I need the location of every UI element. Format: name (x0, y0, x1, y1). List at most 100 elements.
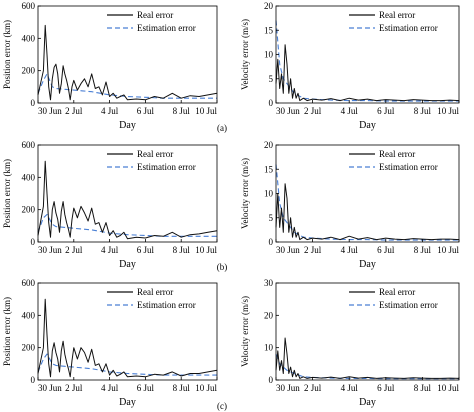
x-tick-label: 10 Jul (437, 383, 459, 393)
y-tick-label: 200 (22, 66, 36, 76)
plot-frame (37, 282, 218, 381)
y-tick-label: 600 (22, 1, 36, 11)
y-tick-label: 0 (31, 237, 36, 247)
y-tick-label: 30 (264, 278, 274, 288)
chart-a-velocity: 0 5 10 15 20 30 Jun 2 Jul 4 Jul 6 Jul 8 Jul 10 Jul… (240, 1, 459, 131)
x-tick-label: 8 Jul (414, 245, 432, 255)
y-tick-label: 20 (264, 310, 274, 320)
panel-tag-b: (b) (217, 262, 228, 272)
x-tick-label: 4 Jul (101, 383, 119, 393)
series-line-real (37, 298, 218, 378)
chart-b-velocity: 0 5 10 15 20 30 Jun 2 Jul 4 Jul 6 Jul 8 Jul 10 Jul… (240, 140, 459, 270)
x-tick-label: 30 Jun (276, 245, 300, 255)
y-tick-label: 5 (269, 74, 274, 84)
y-tick-label: 0 (31, 98, 36, 108)
chart-c-velocity: 0 10 20 30 30 Jun 2 Jul 4 Jul 6 Jul 8 Jul 10 Jul D… (240, 278, 459, 408)
y-axis-label: Position error (km) (2, 297, 12, 366)
y-tick-label: 0 (269, 237, 274, 247)
chart-b-position: 0 200 400 600 30 Jun 2 Jul 4 Jul 6 Jul 8 Jul 10 J… (2, 140, 217, 270)
x-tick-label: 30 Jun (38, 245, 62, 255)
y-tick-label: 10 (264, 343, 274, 353)
y-tick-label: 20 (264, 140, 274, 150)
y-tick-label: 0 (269, 375, 274, 385)
x-tick-label: 8 Jul (173, 245, 191, 255)
legend-label-estimation: Estimation error (379, 162, 438, 172)
legend-label-real: Real error (137, 10, 173, 20)
x-axis-label: Day (119, 120, 136, 131)
y-tick-label: 400 (22, 310, 36, 320)
y-tick-label: 10 (264, 50, 274, 60)
y-tick-label: 200 (22, 205, 36, 215)
x-tick-label: 8 Jul (414, 383, 432, 393)
y-tick-label: 600 (22, 140, 36, 150)
x-tick-label: 2 Jul (65, 106, 83, 116)
x-tick-label: 6 Jul (137, 383, 155, 393)
x-tick-label: 4 Jul (341, 383, 359, 393)
x-tick-label: 6 Jul (377, 245, 395, 255)
y-tick-label: 600 (22, 278, 36, 288)
x-tick-label: 10 Jul (195, 245, 217, 255)
plot-frame (275, 282, 460, 381)
y-tick-label: 400 (22, 33, 36, 43)
x-tick-label: 4 Jul (101, 106, 119, 116)
x-axis-label: Day (359, 120, 376, 131)
x-tick-label: 2 Jul (304, 383, 322, 393)
series-line-real (37, 24, 218, 101)
series-line-real (275, 44, 460, 102)
x-axis-label: Day (359, 259, 376, 270)
x-tick-label: 2 Jul (65, 245, 83, 255)
chart-c-position: 0 200 400 600 30 Jun 2 Jul 4 Jul 6 Jul 8 Jul 10 J… (2, 278, 217, 408)
x-tick-label: 30 Jun (276, 383, 300, 393)
y-tick-label: 0 (269, 98, 274, 108)
x-tick-label: 30 Jun (276, 106, 300, 116)
legend-label-real: Real error (379, 10, 415, 20)
x-tick-label: 6 Jul (137, 106, 155, 116)
x-tick-label: 2 Jul (65, 383, 83, 393)
panel-tag-a: (a) (217, 123, 227, 133)
x-tick-label: 10 Jul (437, 245, 459, 255)
plot-frame (37, 5, 218, 104)
panel-tag-c: (c) (217, 401, 227, 411)
legend-label-estimation: Estimation error (137, 300, 196, 310)
series-line-real (37, 160, 218, 240)
x-tick-label: 4 Jul (341, 245, 359, 255)
x-tick-label: 10 Jul (437, 106, 459, 116)
legend-label-estimation: Estimation error (379, 23, 438, 33)
y-tick-label: 0 (31, 375, 36, 385)
series-line-estimation (37, 353, 217, 376)
plot-frame (37, 144, 218, 243)
series-line-real (275, 183, 460, 241)
y-tick-label: 200 (22, 343, 36, 353)
legend-label-real: Real error (379, 287, 415, 297)
y-tick-label: 20 (264, 1, 274, 11)
x-tick-label: 6 Jul (377, 383, 395, 393)
x-tick-label: 30 Jun (38, 383, 62, 393)
x-tick-label: 8 Jul (173, 106, 191, 116)
x-axis-label: Day (119, 397, 136, 408)
x-tick-label: 30 Jun (38, 106, 62, 116)
chart-a-position: 0 200 400 600 30 Jun 2 Jul 4 Jul 6 Jul 8 Jul 10 J… (2, 1, 217, 131)
x-axis-label: Day (359, 397, 376, 408)
y-axis-label: Position error (km) (2, 159, 12, 228)
x-tick-label: 4 Jul (341, 106, 359, 116)
x-tick-label: 2 Jul (304, 245, 322, 255)
x-tick-label: 10 Jul (195, 106, 217, 116)
x-tick-label: 4 Jul (101, 245, 119, 255)
series-line-estimation (37, 213, 217, 237)
x-tick-label: 8 Jul (414, 106, 432, 116)
y-axis-label: Velocity error (m/s) (240, 158, 250, 229)
legend-label-real: Real error (379, 149, 415, 159)
legend-label-estimation: Estimation error (137, 162, 196, 172)
x-tick-label: 10 Jul (195, 383, 217, 393)
legend-label-real: Real error (137, 149, 173, 159)
y-axis-label: Velocity error (m/s) (240, 296, 250, 367)
y-tick-label: 15 (264, 164, 274, 174)
y-tick-label: 5 (269, 213, 274, 223)
x-tick-label: 8 Jul (173, 383, 191, 393)
x-axis-label: Day (119, 259, 136, 270)
x-tick-label: 6 Jul (377, 106, 395, 116)
y-tick-label: 400 (22, 172, 36, 182)
